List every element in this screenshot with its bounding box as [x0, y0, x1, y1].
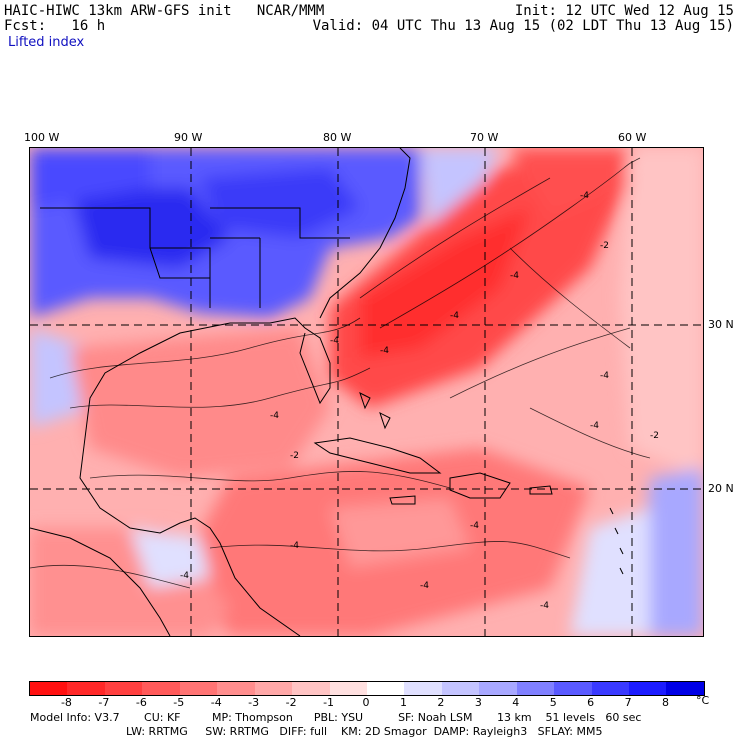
colorbar-swatch: [329, 682, 367, 695]
init-time: Init: 12 UTC Wed 12 Aug 15: [514, 3, 734, 19]
colorbar-tick-label: 3: [474, 696, 482, 709]
colorbar-tick-label: -5: [173, 696, 185, 709]
field-name: Lifted index: [8, 35, 85, 50]
contour-label-group: -4 -2 -4 -4 -2 -4 -4 -4 -4 -4 -4 -4 -4 -4 -2 -4: [180, 191, 659, 611]
contour-label: -4: [450, 311, 459, 321]
contour-label: -4: [380, 346, 389, 356]
lon-label-80w: 80 W: [323, 131, 352, 144]
colorbar-swatch: [179, 682, 218, 695]
colorbar-swatch: [104, 682, 143, 695]
colorbar-tick-label: -7: [98, 696, 110, 709]
colorbar-tick-label: 8: [662, 696, 670, 709]
lon-label-100w: 100 W: [24, 131, 60, 144]
lon-label-60w: 60 W: [618, 131, 647, 144]
colorbar-swatch: [30, 682, 68, 695]
colorbar-swatch: [142, 682, 180, 695]
colorbar-tick-label: -6: [135, 696, 147, 709]
lat-label-20n: 20 N: [708, 482, 734, 495]
colorbar-tick-label: -8: [60, 696, 72, 709]
model-info-line1: Model Info: V3.7 CU: KF MP: Thompson PBL…: [30, 711, 642, 724]
model-info-line2: LW: RRTMG SW: RRTMG DIFF: full KM: 2D Sm…: [126, 725, 603, 738]
colorbar-swatch: [666, 682, 704, 695]
colorbar-swatch: [292, 682, 330, 695]
contour-label: -4: [590, 421, 599, 431]
contour-label: -4: [290, 541, 299, 551]
lon-label-90w: 90 W: [174, 131, 203, 144]
contour-label: -2: [650, 431, 659, 441]
lon-label-70w: 70 W: [470, 131, 499, 144]
colorbar-tick-label: 7: [624, 696, 632, 709]
colorbar-tick-label: -2: [285, 696, 297, 709]
contour-label: -2: [600, 241, 609, 251]
colorbar-tick-label: 6: [587, 696, 595, 709]
colorbar-tick-label: -3: [248, 696, 260, 709]
contour-label: -4: [580, 191, 589, 201]
colorbar-swatch: [404, 682, 442, 695]
contour-label: -2: [290, 451, 299, 461]
contour-label: -4: [470, 521, 479, 531]
contour-label: -4: [510, 271, 519, 281]
colorbar: [29, 681, 705, 696]
contour-label: -4: [270, 411, 279, 421]
shading-layer: [30, 148, 703, 636]
colorbar-swatch: [254, 682, 293, 695]
colorbar-tick-label: -4: [210, 696, 222, 709]
lifted-index-map: -4 -2 -4 -4 -2 -4 -4 -4 -4 -4 -4 -4 -4 -4 -2 -4: [29, 147, 704, 637]
colorbar-swatch: [479, 682, 517, 695]
contour-label: -4: [180, 571, 189, 581]
coastlines: [30, 148, 624, 636]
colorbar-tick-label: 0: [362, 696, 370, 709]
contour-label: -4: [540, 601, 549, 611]
colorbar-swatch: [217, 682, 255, 695]
contour-lines: [30, 157, 651, 589]
colorbar-swatch: [516, 682, 555, 695]
colorbar-swatch: [554, 682, 592, 695]
contour-label: -4: [330, 336, 339, 346]
colorbar-tick-label: 2: [437, 696, 445, 709]
lat-lon-grid: [30, 148, 703, 636]
colorbar-tick-label: -1: [323, 696, 335, 709]
colorbar-unit: °C: [696, 694, 710, 707]
colorbar-swatch: [366, 682, 405, 695]
colorbar-tick-label: 1: [399, 696, 407, 709]
contour-label: -4: [600, 371, 609, 381]
forecast-hour: Fcst: 16 h: [4, 18, 106, 34]
colorbar-swatch: [591, 682, 629, 695]
contour-label: -4: [420, 581, 429, 591]
colorbar-swatch: [67, 682, 105, 695]
colorbar-swatch: [629, 682, 667, 695]
colorbar-swatch: [441, 682, 480, 695]
valid-time: Valid: 04 UTC Thu 13 Aug 15 (02 LDT Thu …: [312, 18, 734, 34]
colorbar-tick-label: 4: [512, 696, 520, 709]
model-title: HAIC-HIWC 13km ARW-GFS init NCAR/MMM: [4, 3, 325, 19]
lat-label-30n: 30 N: [708, 318, 734, 331]
colorbar-tick-label: 5: [549, 696, 557, 709]
